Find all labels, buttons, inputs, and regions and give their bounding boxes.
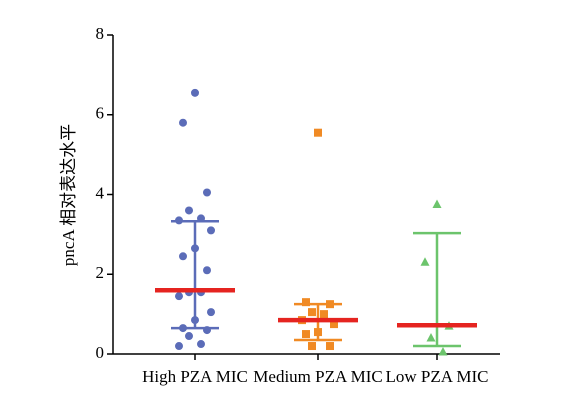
point — [175, 342, 183, 351]
point — [203, 188, 211, 197]
point — [207, 308, 215, 317]
point — [191, 316, 199, 325]
point — [179, 118, 187, 127]
point — [302, 298, 310, 307]
y-tick-label: 6 — [96, 104, 105, 123]
point — [420, 257, 430, 266]
point — [326, 300, 334, 309]
point — [302, 330, 310, 339]
point — [191, 88, 199, 97]
point — [326, 342, 334, 351]
point — [432, 199, 442, 208]
point — [207, 226, 215, 235]
y-tick-label: 2 — [96, 263, 105, 282]
x-tick-label: High PZA MIC — [142, 367, 248, 386]
point — [175, 292, 183, 301]
point — [185, 332, 193, 341]
point — [197, 340, 205, 349]
point — [197, 214, 205, 223]
point — [438, 347, 448, 356]
point — [191, 244, 199, 253]
point — [320, 310, 328, 319]
point — [330, 320, 338, 329]
x-tick-label: Low PZA MIC — [386, 367, 489, 386]
point — [426, 333, 436, 342]
point — [175, 216, 183, 225]
x-tick-label: Medium PZA MIC — [253, 367, 382, 386]
point — [308, 342, 316, 351]
y-tick-label: 8 — [96, 24, 105, 43]
point — [179, 324, 187, 333]
point — [314, 328, 322, 337]
point — [179, 252, 187, 261]
point — [203, 326, 211, 335]
point — [314, 128, 322, 137]
point — [185, 206, 193, 215]
y-axis-label: pncA 相对表达水平 — [59, 124, 78, 266]
point — [308, 308, 316, 317]
point — [203, 266, 211, 275]
y-tick-label: 0 — [96, 343, 105, 362]
y-tick-label: 4 — [96, 183, 105, 202]
